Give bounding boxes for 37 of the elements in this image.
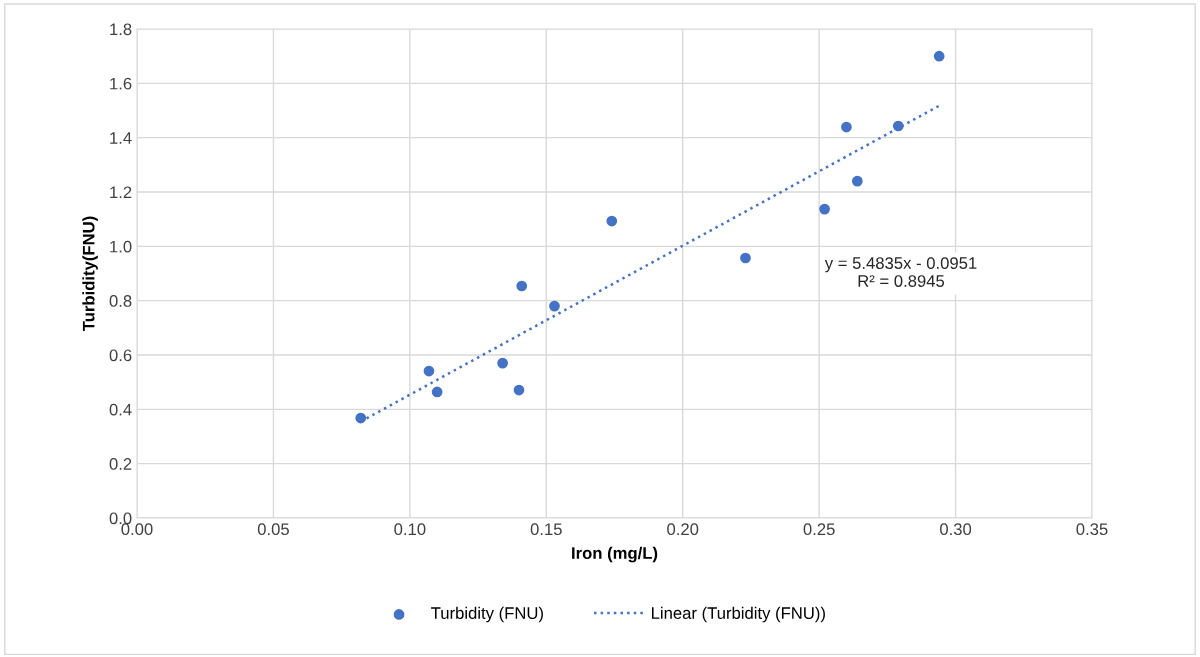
point xyxy=(549,300,560,312)
y-tick-label: 1.0 xyxy=(110,240,132,253)
point xyxy=(892,120,904,132)
x-tick-label: 0.20 xyxy=(667,523,699,536)
y-tick-label: 1.8 xyxy=(110,23,132,36)
point xyxy=(933,50,945,62)
annotation: y = 5.4835x - 0.0951 R² = 0.8945 xyxy=(824,257,977,287)
point xyxy=(355,412,367,424)
y-axis-title: Turbidity(FNU) xyxy=(82,216,98,332)
point xyxy=(497,357,508,369)
point xyxy=(819,203,830,215)
point xyxy=(740,252,751,264)
y-tick-label: 0.6 xyxy=(109,349,132,362)
x-tick-label: 0.05 xyxy=(257,523,289,536)
x-tick-label: 0.00 xyxy=(121,523,153,536)
x-axis-title: Iron (mg/L) xyxy=(572,546,658,563)
legend-label: Linear (Turbidity (FNU)) xyxy=(652,606,825,623)
legend-label: Turbidity (FNU) xyxy=(431,606,543,623)
y-tick-label: 0.0 xyxy=(109,512,132,525)
y-tick-label: 0.4 xyxy=(109,403,132,416)
x-tick-label: 0.25 xyxy=(803,523,835,536)
x-tick-label: 0.10 xyxy=(394,523,426,536)
x-tick-label: 0.15 xyxy=(530,523,562,536)
point xyxy=(516,280,528,292)
point xyxy=(513,384,525,396)
x-tick-label: 0.30 xyxy=(940,523,972,536)
point xyxy=(851,175,863,187)
point xyxy=(423,365,435,377)
point xyxy=(606,215,618,227)
y-tick-label: 1.2 xyxy=(110,186,132,199)
x-tick-label: 0.35 xyxy=(1076,523,1108,536)
point xyxy=(841,121,852,133)
y-tick-label: 1.4 xyxy=(110,132,132,144)
y-tick-label: 1.6 xyxy=(110,77,132,90)
point xyxy=(431,386,443,398)
y-tick-label: 0.8 xyxy=(109,295,132,307)
y-tick-label: 0.2 xyxy=(109,458,132,470)
